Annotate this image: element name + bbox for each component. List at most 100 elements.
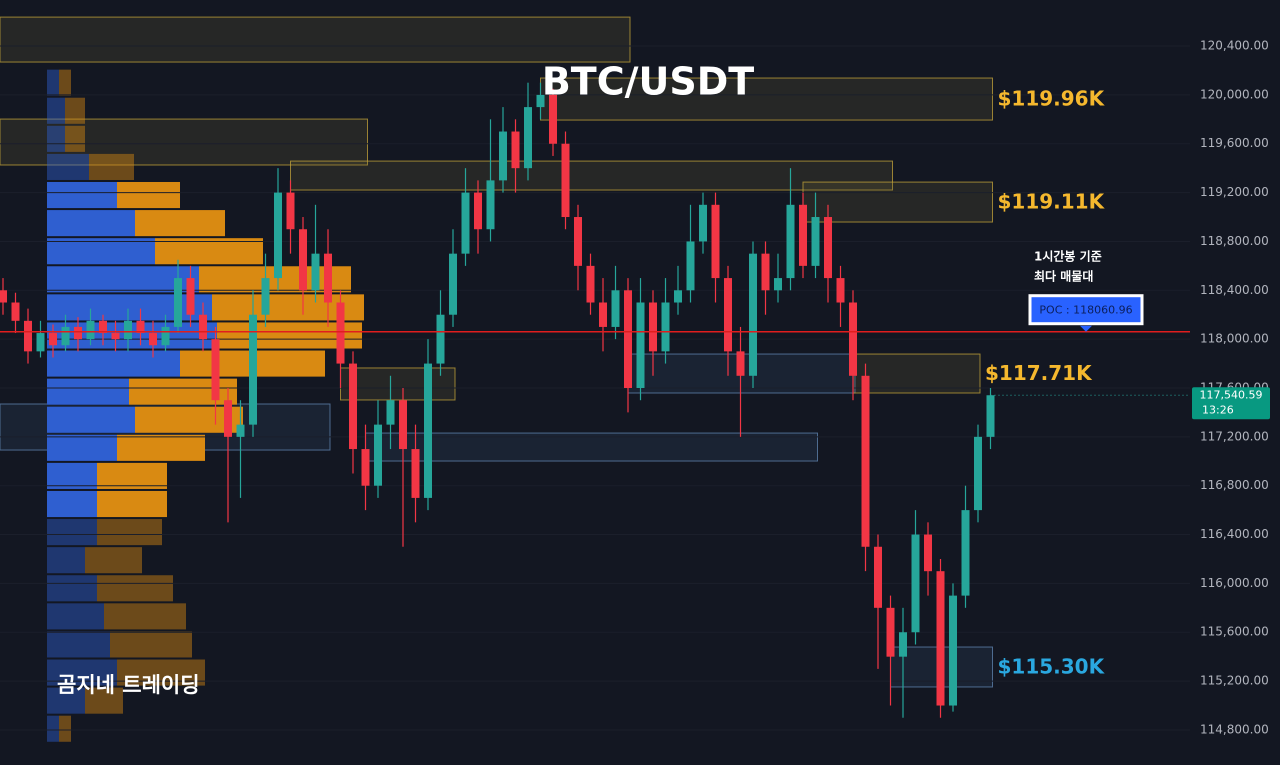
candle-body [11, 302, 20, 321]
zone [0, 118, 368, 166]
vp-sell [85, 547, 142, 574]
candle-body [186, 278, 195, 315]
vp-buy [47, 406, 135, 433]
zone [290, 160, 893, 191]
vp-buy [47, 715, 59, 742]
candle-body [724, 278, 732, 352]
y-tick-label: 118,800.00 [1200, 234, 1269, 248]
candle-body [249, 314, 257, 425]
watermark: 곰지네 트레이딩 [57, 673, 200, 697]
candle-body [649, 302, 657, 352]
vp-buy [47, 294, 212, 321]
vp-buy [47, 181, 117, 209]
candle-body [74, 326, 82, 340]
y-tick-label: 118,000.00 [1200, 332, 1269, 346]
poc-label: POC : 118060.96 [1039, 304, 1132, 317]
price-tag-value: 117,540.59 [1200, 388, 1263, 401]
zone-label: $119.96K [998, 87, 1106, 111]
candle-body [636, 302, 645, 388]
candle-body [199, 314, 207, 340]
candle-body [311, 253, 320, 291]
candle-body [511, 131, 520, 169]
candle-body [961, 510, 970, 596]
vp-sell [117, 181, 180, 209]
candle-body [61, 326, 70, 346]
y-tick-label: 120,000.00 [1200, 87, 1269, 101]
candle-body [949, 595, 957, 706]
candle-body [461, 192, 470, 254]
candle-body [324, 253, 332, 303]
vp-sell [117, 434, 205, 461]
candle-body [124, 320, 132, 340]
candle-body [474, 192, 482, 230]
candle-body [711, 204, 720, 279]
candle-body [686, 241, 695, 291]
vp-buy [47, 210, 135, 237]
chart-title: BTC/USDT [542, 60, 754, 104]
candle-body [524, 107, 532, 169]
candle-body [624, 290, 632, 388]
candle-body [299, 229, 307, 291]
candle-body [261, 278, 270, 315]
vp-buy [47, 378, 129, 405]
vp-buy [47, 238, 155, 265]
candle-body [224, 400, 232, 437]
candle-body [111, 333, 120, 340]
candle-body [49, 333, 57, 346]
zone-label: $117.71K [985, 361, 1093, 385]
candle-body [799, 204, 807, 266]
candle-body [411, 449, 420, 498]
candle-body [936, 571, 945, 706]
candle-body [836, 278, 845, 303]
candle-body [486, 180, 495, 230]
vp-sell [97, 462, 167, 489]
candle-body [499, 131, 507, 181]
candle-body [586, 265, 595, 303]
zone [340, 367, 456, 401]
candle-body [761, 253, 770, 291]
y-tick-label: 115,200.00 [1200, 674, 1269, 688]
vp-sell [59, 715, 71, 742]
vp-sell [59, 69, 71, 96]
y-tick-label: 120,400.00 [1200, 39, 1269, 53]
candle-body [661, 302, 670, 352]
vp-buy [47, 490, 97, 518]
price-tag-countdown: 13:26 [1202, 403, 1234, 416]
candle-body [286, 192, 295, 230]
candle-body [24, 320, 32, 352]
vp-buy [47, 631, 110, 658]
candle-body [436, 314, 445, 364]
zone [802, 181, 993, 223]
y-tick-label: 119,200.00 [1200, 185, 1269, 199]
zone [852, 353, 981, 394]
candle-body [536, 94, 545, 108]
vp-buy [47, 519, 97, 546]
candle-body [874, 546, 882, 608]
candles [0, 82, 995, 718]
poc-note: 1시간봉 기준 [1034, 249, 1102, 264]
candle-body [211, 339, 220, 401]
vp-sell [104, 603, 186, 630]
candle-body [824, 217, 832, 279]
zone [365, 432, 818, 462]
vp-sell [97, 575, 173, 602]
vp-sell [97, 519, 162, 546]
vp-buy [47, 69, 59, 96]
candle-body [349, 363, 357, 450]
vp-sell [129, 378, 237, 405]
poc-box [1028, 294, 1144, 326]
vp-buy [47, 687, 85, 714]
candle-body [699, 204, 707, 242]
candle-body [924, 534, 932, 572]
vp-buy [47, 266, 199, 293]
candle-body [449, 253, 457, 315]
candle-body [136, 320, 145, 334]
candle-body [386, 400, 395, 425]
vp-buy [47, 547, 85, 574]
candle-body [274, 192, 282, 279]
y-tick-label: 117,200.00 [1200, 429, 1269, 443]
candle-body [749, 253, 757, 376]
vp-buy [47, 575, 97, 602]
